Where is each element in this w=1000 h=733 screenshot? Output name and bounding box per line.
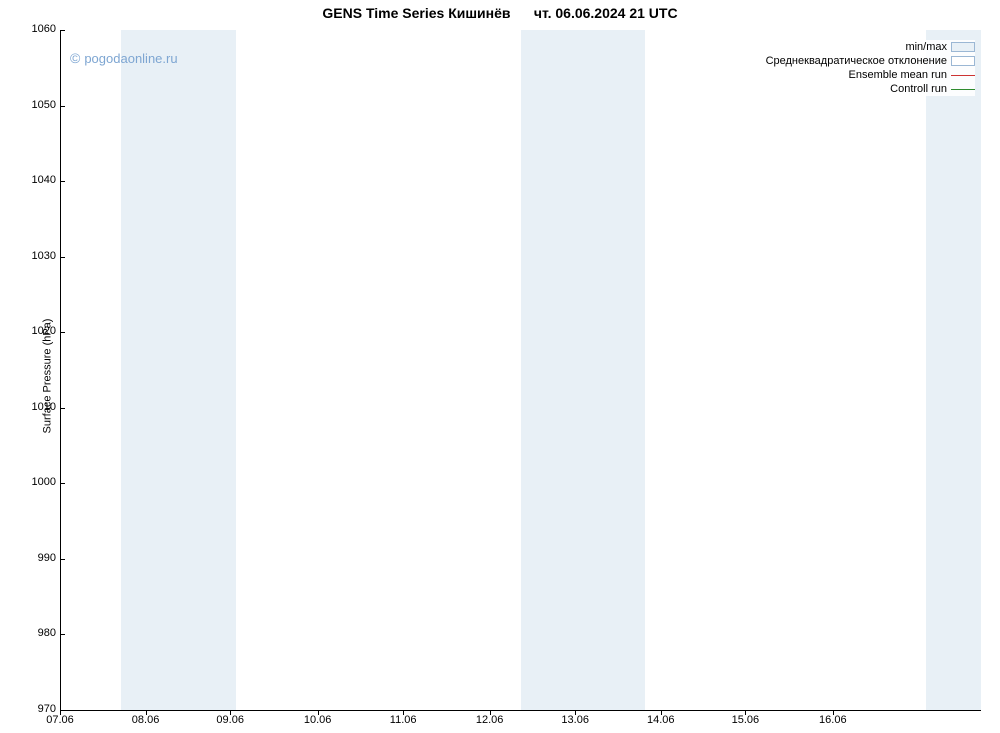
y-tick-label: 1020 <box>16 325 56 337</box>
y-tick-label: 1060 <box>16 23 56 35</box>
chart-title: GENS Time Series Кишинёв чт. 06.06.2024 … <box>0 5 1000 21</box>
y-tick-mark <box>60 408 65 409</box>
x-tick-mark <box>318 710 319 715</box>
y-tick-label: 1010 <box>16 401 56 413</box>
y-tick-mark <box>60 483 65 484</box>
x-tick-label: 10.06 <box>304 714 332 726</box>
legend: min/maxСреднеквадратическое отклонениеEn… <box>766 40 975 96</box>
plot-area <box>60 30 981 711</box>
y-tick-mark <box>60 106 65 107</box>
watermark: © pogodaonline.ru <box>70 50 178 66</box>
legend-line <box>951 89 975 90</box>
x-tick-label: 14.06 <box>647 714 675 726</box>
x-tick-label: 13.06 <box>561 714 589 726</box>
title-prefix: GENS Time Series <box>322 5 444 21</box>
legend-swatch <box>951 56 975 66</box>
legend-row: min/max <box>766 40 975 54</box>
shaded-band <box>121 30 236 710</box>
shaded-band <box>926 30 981 710</box>
x-tick-label: 09.06 <box>216 714 244 726</box>
x-tick-mark <box>230 710 231 715</box>
y-tick-label: 1040 <box>16 174 56 186</box>
legend-label: Controll run <box>890 82 947 96</box>
legend-row: Controll run <box>766 82 975 96</box>
y-tick-label: 1030 <box>16 250 56 262</box>
x-tick-mark <box>833 710 834 715</box>
x-tick-mark <box>146 710 147 715</box>
y-tick-mark <box>60 257 65 258</box>
x-tick-mark <box>575 710 576 715</box>
x-tick-label: 08.06 <box>132 714 160 726</box>
legend-row: Среднеквадратическое отклонение <box>766 54 975 68</box>
y-tick-label: 1000 <box>16 476 56 488</box>
x-tick-label: 15.06 <box>732 714 760 726</box>
x-tick-mark <box>403 710 404 715</box>
legend-label: Ensemble mean run <box>849 68 947 82</box>
legend-label: Среднеквадратическое отклонение <box>766 54 947 68</box>
x-tick-label: 16.06 <box>819 714 847 726</box>
x-tick-label: 12.06 <box>476 714 504 726</box>
title-timestamp: чт. 06.06.2024 21 UTC <box>534 5 678 21</box>
x-tick-label: 11.06 <box>390 714 417 726</box>
y-tick-label: 980 <box>16 627 56 639</box>
y-tick-mark <box>60 332 65 333</box>
x-tick-mark <box>60 710 61 715</box>
y-tick-mark <box>60 181 65 182</box>
y-tick-label: 1050 <box>16 99 56 111</box>
x-tick-mark <box>745 710 746 715</box>
legend-line <box>951 75 975 76</box>
x-tick-mark <box>490 710 491 715</box>
y-tick-mark <box>60 30 65 31</box>
chart-container: GENS Time Series Кишинёв чт. 06.06.2024 … <box>0 0 1000 733</box>
watermark-text: pogodaonline.ru <box>84 51 177 66</box>
copyright-icon: © <box>70 50 80 66</box>
x-tick-mark <box>661 710 662 715</box>
y-tick-label: 990 <box>16 552 56 564</box>
y-tick-mark <box>60 634 65 635</box>
legend-swatch <box>951 42 975 52</box>
y-tick-mark <box>60 559 65 560</box>
x-tick-label: 07.06 <box>46 714 74 726</box>
legend-row: Ensemble mean run <box>766 68 975 82</box>
title-location: Кишинёв <box>448 5 510 21</box>
shaded-band <box>521 30 645 710</box>
legend-label: min/max <box>905 40 947 54</box>
